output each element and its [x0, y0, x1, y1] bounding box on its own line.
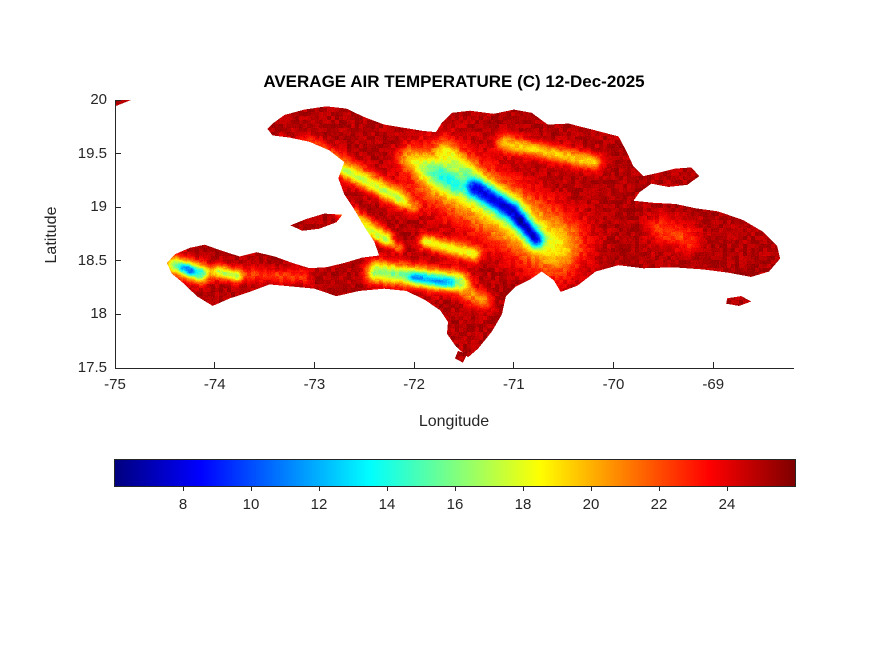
y-tick-mark — [115, 153, 121, 155]
colorbar-tick-mark — [590, 487, 592, 491]
x-tick-label: -70 — [602, 376, 625, 393]
x-tick-label: -74 — [203, 376, 226, 393]
y-tick-mark — [115, 367, 121, 369]
colorbar-tick-mark — [726, 487, 728, 491]
colorbar-tick-label: 10 — [242, 496, 260, 513]
colorbar-tick-label: 12 — [310, 496, 328, 513]
x-tick-label: -75 — [104, 376, 126, 393]
y-tick-mark — [115, 99, 121, 101]
temperature-heatmap-canvas — [115, 100, 793, 368]
x-tick-label: -69 — [702, 376, 725, 393]
x-tick-mark — [114, 362, 116, 368]
colorbar — [114, 459, 796, 487]
colorbar-tick-mark — [250, 487, 252, 491]
y-tick-label: 18.5 — [77, 251, 107, 269]
x-tick-mark — [313, 362, 315, 368]
x-tick-mark — [413, 362, 415, 368]
y-tick-label: 18 — [90, 305, 107, 323]
colorbar-tick-mark — [522, 487, 524, 491]
x-tick-mark — [613, 362, 615, 368]
colorbar-tick-mark — [386, 487, 388, 491]
colorbar-tick-label: 18 — [514, 496, 532, 513]
y-tick-mark — [115, 206, 121, 208]
y-tick-label: 20 — [90, 91, 107, 108]
colorbar-tick-mark — [454, 487, 456, 491]
x-axis-line — [115, 368, 794, 369]
y-tick-label: 19.5 — [77, 144, 107, 162]
y-tick-mark — [115, 313, 121, 315]
y-tick-label: 17.5 — [77, 359, 107, 376]
colorbar-tick-label: 20 — [582, 496, 600, 513]
colorbar-tick-label: 24 — [718, 496, 736, 513]
colorbar-tick-label: 16 — [446, 496, 464, 513]
colorbar-tick-label: 22 — [650, 496, 668, 513]
x-axis-label: Longitude — [418, 413, 490, 430]
y-axis-line — [115, 100, 116, 369]
x-tick-label: -72 — [403, 376, 425, 393]
x-tick-label: -71 — [502, 376, 525, 393]
y-tick-mark — [115, 260, 121, 262]
x-tick-label: -73 — [303, 376, 326, 393]
colorbar-tick-mark — [658, 487, 660, 491]
x-tick-mark — [513, 362, 515, 368]
x-tick-mark — [712, 362, 714, 368]
colorbar-tick-mark — [182, 487, 184, 491]
chart-title: AVERAGE AIR TEMPERATURE (C) 12-Dec-2025 — [263, 72, 645, 91]
colorbar-tick-mark — [318, 487, 320, 491]
colorbar-tick-label: 14 — [378, 496, 396, 513]
colorbar-tick-label: 8 — [178, 496, 188, 513]
x-tick-mark — [214, 362, 216, 368]
y-tick-label: 19 — [90, 198, 107, 216]
